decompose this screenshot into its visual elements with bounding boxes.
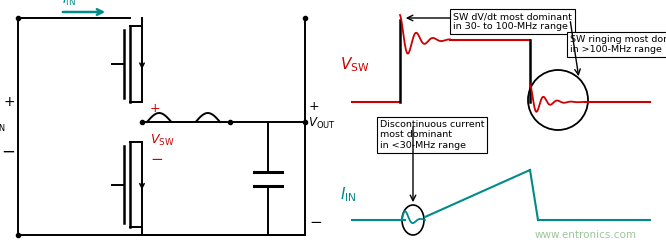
Text: $V_{\rm IN}$: $V_{\rm IN}$	[0, 119, 6, 134]
Text: $V_{\rm SW}$: $V_{\rm SW}$	[340, 56, 370, 74]
Text: $V_{\rm OUT}$: $V_{\rm OUT}$	[308, 116, 336, 131]
Text: +: +	[150, 102, 161, 115]
Text: +: +	[309, 100, 320, 113]
Text: +: +	[3, 94, 15, 108]
Text: Discontinuous current
most dominant
in <30-MHz range: Discontinuous current most dominant in <…	[380, 120, 484, 150]
Text: SW dV/dt most dominant
in 30- to 100-MHz range: SW dV/dt most dominant in 30- to 100-MHz…	[453, 12, 572, 32]
Text: −: −	[150, 152, 163, 167]
Text: $I_{\rm IN}$: $I_{\rm IN}$	[340, 186, 356, 204]
Text: $V_{\rm SW}$: $V_{\rm SW}$	[150, 133, 174, 148]
Text: −: −	[309, 215, 322, 230]
Text: −: −	[1, 142, 15, 160]
Text: SW ringing most dominant
in >100-MHz range: SW ringing most dominant in >100-MHz ran…	[570, 35, 666, 54]
Text: www.entronics.com: www.entronics.com	[535, 230, 637, 240]
Text: $I_{\rm IN}$: $I_{\rm IN}$	[62, 0, 76, 8]
